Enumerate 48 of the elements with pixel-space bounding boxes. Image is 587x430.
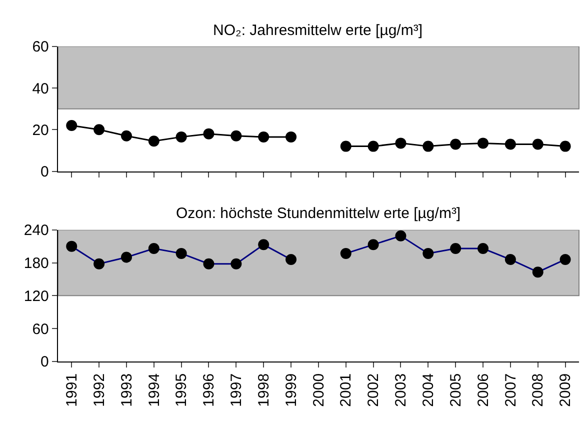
point — [532, 138, 544, 150]
point — [120, 130, 132, 142]
point — [560, 140, 571, 152]
point — [66, 120, 78, 131]
y-tick-label: 0 — [40, 354, 49, 371]
point — [340, 140, 352, 152]
point — [395, 138, 406, 149]
x-tick-label: 2007 — [502, 373, 520, 407]
point — [422, 140, 434, 152]
x-tick-label: 2009 — [557, 373, 574, 407]
x-tick-label: 1991 — [63, 373, 80, 407]
y-tick-label: 20 — [32, 122, 49, 139]
chart-title: NO₂: Jahresmittelw erte [µg/m³] — [213, 22, 423, 39]
x-tick-label: 2008 — [530, 373, 547, 407]
x-tick-label: 2000 — [310, 373, 328, 407]
x-tick-label: 2005 — [447, 373, 464, 407]
y-tick-label: 60 — [32, 38, 49, 56]
y-tick-label: 60 — [32, 320, 49, 338]
x-tick-label: 1998 — [255, 373, 272, 407]
y-tick-label: 120 — [24, 288, 49, 305]
y-tick-label: 240 — [24, 222, 49, 240]
point — [258, 131, 270, 142]
y-tick-label: 180 — [24, 255, 49, 272]
point — [286, 131, 297, 142]
point — [203, 128, 214, 140]
x-tick-label: 2003 — [392, 373, 410, 407]
x-tick-label: 1992 — [90, 373, 108, 407]
x-tick-label: 2001 — [338, 373, 355, 407]
point — [148, 136, 160, 147]
point — [368, 140, 379, 152]
x-tick-label: 1997 — [228, 373, 246, 407]
point — [230, 130, 242, 142]
x-tick-label: 1993 — [118, 373, 136, 407]
x-tick-label: 2004 — [420, 373, 438, 407]
x-tick-label: 2002 — [365, 373, 382, 407]
x-tick-label: 1994 — [146, 373, 163, 407]
point — [504, 138, 516, 150]
y-tick-label: 40 — [32, 80, 49, 98]
x-tick-label: 2006 — [474, 373, 492, 407]
y-tick-label: 0 — [40, 164, 49, 181]
x-tick-label: 1999 — [282, 373, 300, 407]
point — [94, 124, 105, 136]
x-tick-label: 1996 — [200, 373, 218, 407]
point — [176, 131, 187, 142]
point — [478, 138, 489, 149]
x-tick-label: 1995 — [173, 373, 190, 407]
chart-title: Ozon: höchste Stundenmittelw erte [µg/m³] — [176, 205, 461, 222]
point — [450, 138, 462, 150]
